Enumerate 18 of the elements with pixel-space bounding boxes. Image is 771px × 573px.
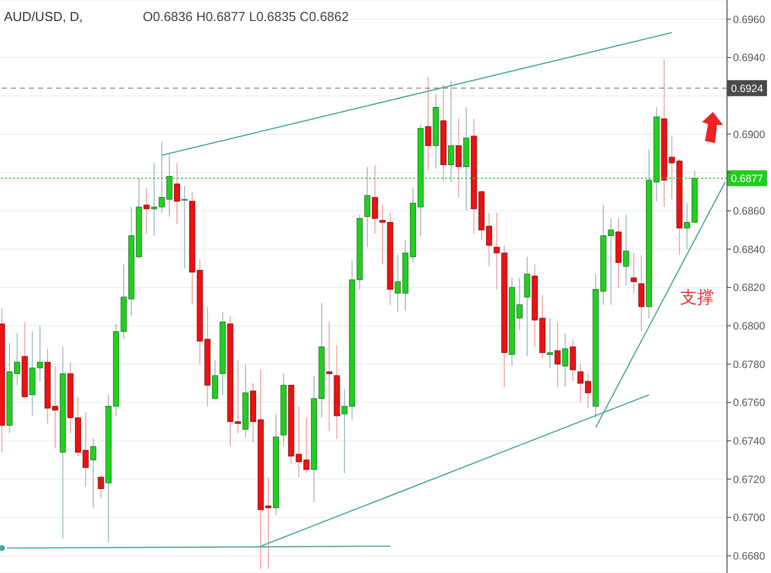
y-tick-label: 0.6860 — [733, 206, 766, 218]
y-tick-label: 0.6760 — [733, 397, 766, 410]
annotation: 支撑 — [680, 287, 714, 309]
y-tick-label: 0.6940 — [733, 52, 766, 64]
y-tick-label: 0.6840 — [733, 244, 766, 256]
y-tick-label: 0.6720 — [733, 474, 766, 486]
y-tick-label: 0.6780 — [733, 358, 766, 371]
text: O0.6836 H0.6877 L0.6835 C0.6862 — [142, 9, 349, 24]
y-tick-label: 0.6740 — [733, 435, 766, 448]
ref-line-label: 0.6924 — [731, 83, 764, 96]
ref-line-label: 0.6877 — [731, 173, 764, 186]
text: AUD/USD, D, — [4, 9, 83, 24]
y-tick-label: 0.6700 — [733, 512, 766, 524]
y-tick-label: 0.6960 — [733, 14, 766, 26]
y-tick-label: 0.6800 — [733, 320, 766, 333]
y-tick-label: 0.6680 — [733, 550, 766, 562]
y-tick-label: 0.6900 — [733, 128, 766, 141]
y-tick-label: 0.6820 — [733, 282, 766, 294]
